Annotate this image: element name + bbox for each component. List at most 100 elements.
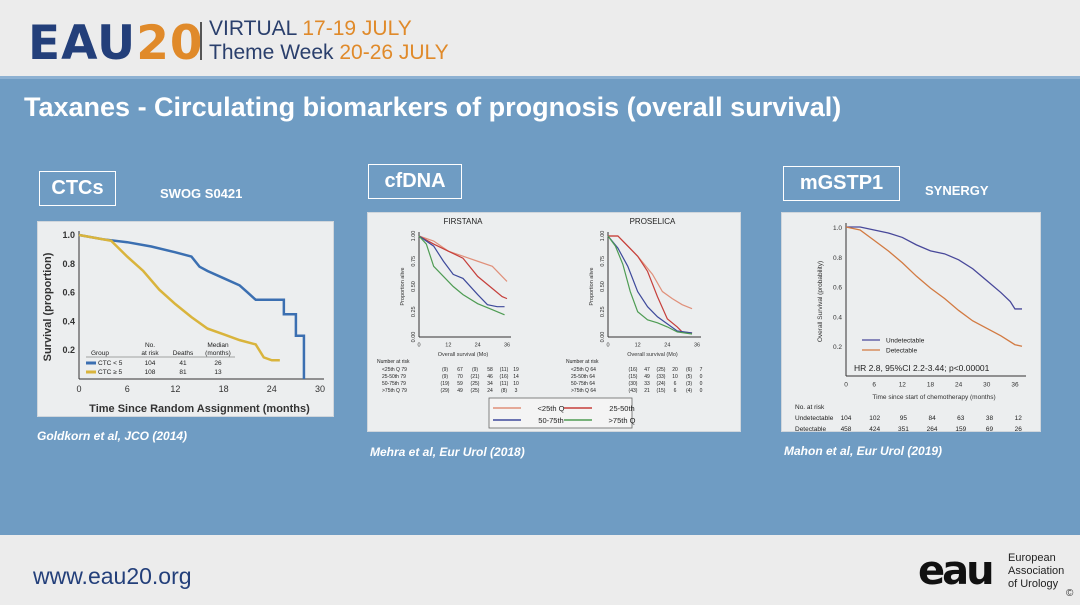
chart-svg: 0 6 12 18 24 30 36 0.2 0.4 0.6 0.8 1.0 Time since st… bbox=[795, 223, 1026, 433]
x-tick-label: 36 bbox=[1011, 382, 1019, 389]
y-tick-label: 0.00 bbox=[411, 332, 417, 343]
org-name-line: of Urology bbox=[1008, 578, 1059, 590]
risk-table-cell: 47 bbox=[644, 367, 650, 373]
y-tick-label: 1.00 bbox=[411, 231, 417, 242]
eau-logo: eau bbox=[918, 548, 995, 594]
y-tick-label: 0.2 bbox=[62, 345, 75, 355]
risk-table-cell: Detectable bbox=[795, 426, 826, 433]
theme-week: Theme Week bbox=[209, 41, 334, 64]
risk-table-cell: (6) bbox=[686, 367, 692, 373]
chart-svg: 0 6 12 18 24 30 0.2 0.4 0.6 0.8 1.0 Time Since Rand… bbox=[42, 230, 325, 415]
x-tick-label: 30 bbox=[983, 382, 991, 389]
risk-table-cell: 10 bbox=[672, 374, 678, 380]
risk-table-cell: 24 bbox=[487, 388, 493, 394]
legend-median: 26 bbox=[214, 360, 222, 367]
x-tick-label: 18 bbox=[927, 382, 935, 389]
risk-table-cell: 6 bbox=[674, 381, 677, 387]
legend-group: CTC ≥ 5 bbox=[98, 369, 123, 376]
trial-name-swog: SWOG S0421 bbox=[160, 186, 243, 201]
risk-table-cell: (16) bbox=[629, 367, 638, 373]
legend-at-risk: 104 bbox=[145, 360, 156, 367]
x-tick-label: 12 bbox=[635, 343, 641, 349]
legend-label: Undetectable bbox=[886, 338, 925, 345]
event-virtual: VIRTUAL bbox=[209, 17, 297, 40]
x-tick-label: 24 bbox=[475, 343, 481, 349]
legend-header: Deaths bbox=[173, 350, 194, 357]
logo-text: EAU bbox=[28, 16, 137, 71]
x-tick-label: 6 bbox=[125, 384, 130, 394]
theme-week-dates: 20-26 JULY bbox=[339, 41, 449, 64]
header bbox=[0, 0, 1080, 76]
eau20-logo: EAU20 bbox=[28, 16, 204, 71]
y-tick-label: 0.50 bbox=[600, 281, 606, 292]
x-tick-label: 24 bbox=[664, 343, 670, 349]
risk-table-cell: 10 bbox=[513, 381, 519, 387]
risk-table-cell: 159 bbox=[955, 426, 966, 433]
cfdna-km-chart: 0 12 24 36 0.00 0.25 0.50 0.75 1.00 Overall survi… bbox=[367, 212, 741, 432]
risk-table-cell: (25) bbox=[471, 388, 480, 394]
legend-box bbox=[488, 397, 633, 429]
risk-table-cell: 0 bbox=[700, 374, 703, 380]
legend-header: No. bbox=[145, 342, 155, 349]
legend-header: Group bbox=[91, 350, 109, 357]
risk-table-cell: (43) bbox=[629, 388, 638, 394]
x-tick-label: 0 bbox=[417, 343, 420, 349]
legend-label: 50-75th bbox=[538, 416, 563, 425]
km-curve-ctc-5 bbox=[78, 233, 306, 379]
chart-title: PROSELICA bbox=[630, 217, 676, 226]
risk-table-cell: (33) bbox=[657, 374, 666, 380]
risk-table-cell: 49 bbox=[644, 374, 650, 380]
legend-deaths: 81 bbox=[179, 369, 187, 376]
km-curve-25-50th bbox=[418, 235, 508, 300]
footer-url-link[interactable]: www.eau20.org bbox=[33, 563, 192, 589]
risk-table-cell: (24) bbox=[657, 381, 666, 387]
event-line-1: VIRTUAL 17-19 JULY bbox=[209, 17, 412, 41]
event-line-2: Theme Week 20-26 JULY bbox=[209, 41, 449, 65]
km-curve-ctc-5 bbox=[78, 233, 280, 362]
risk-table-cell: (11) bbox=[500, 381, 509, 387]
trial-name-synergy: SYNERGY bbox=[925, 183, 989, 198]
risk-table-cell: 14 bbox=[513, 374, 519, 380]
km-curve--75th-q bbox=[607, 235, 693, 335]
risk-table-cell: (29) bbox=[441, 388, 450, 394]
org-name-line: Association bbox=[1008, 565, 1065, 577]
logo-year: 20 bbox=[136, 16, 204, 71]
y-axis-label: Overall Survival (probability) bbox=[817, 261, 824, 342]
risk-table-cell: 63 bbox=[957, 415, 965, 422]
y-tick-label: 0.4 bbox=[833, 314, 842, 321]
x-tick-label: 6 bbox=[872, 382, 876, 389]
risk-table-cell: (15) bbox=[629, 374, 638, 380]
legend-label: >75th Q bbox=[609, 416, 636, 425]
risk-table-cell: 264 bbox=[927, 426, 938, 433]
risk-table-cell: 20 bbox=[672, 367, 678, 373]
y-tick-label: 0.6 bbox=[62, 288, 75, 298]
risk-table-cell: Undetectable bbox=[795, 415, 834, 422]
y-tick-label: 1.00 bbox=[600, 231, 606, 242]
risk-table-cell: (9) bbox=[472, 367, 478, 373]
y-tick-label: 0.50 bbox=[411, 281, 417, 292]
risk-table-cell: 69 bbox=[986, 426, 994, 433]
y-tick-label: 0.00 bbox=[600, 332, 606, 343]
risk-table-cell: 7 bbox=[700, 367, 703, 373]
risk-table-cell: 0 bbox=[700, 381, 703, 387]
risk-table-cell: 50-75th 79 bbox=[382, 381, 406, 387]
km-curve-detectable bbox=[845, 226, 1023, 347]
legend-group: CTC < 5 bbox=[98, 360, 123, 367]
x-tick-label: 36 bbox=[504, 343, 510, 349]
risk-table-cell: 104 bbox=[841, 415, 852, 422]
legend-header: at risk bbox=[141, 350, 159, 357]
x-tick-label: 24 bbox=[267, 384, 277, 394]
km-curve-25-50th bbox=[608, 235, 693, 334]
risk-table-cell: (3) bbox=[686, 381, 692, 387]
y-tick-label: 0.25 bbox=[600, 306, 606, 317]
y-axis-label: Survival (proportion) bbox=[42, 252, 54, 361]
y-tick-label: 0.75 bbox=[411, 256, 417, 267]
risk-table-cell: 351 bbox=[898, 426, 909, 433]
risk-table-cell: 25-50th 64 bbox=[571, 374, 595, 380]
risk-table-cell: 424 bbox=[869, 426, 880, 433]
risk-table-cell: 84 bbox=[928, 415, 936, 422]
risk-table-title: Number at risk bbox=[566, 359, 599, 365]
risk-table-cell: >75th Q 64 bbox=[571, 388, 596, 394]
legend-label: Detectable bbox=[886, 348, 917, 355]
legend-at-risk: 108 bbox=[145, 369, 156, 376]
